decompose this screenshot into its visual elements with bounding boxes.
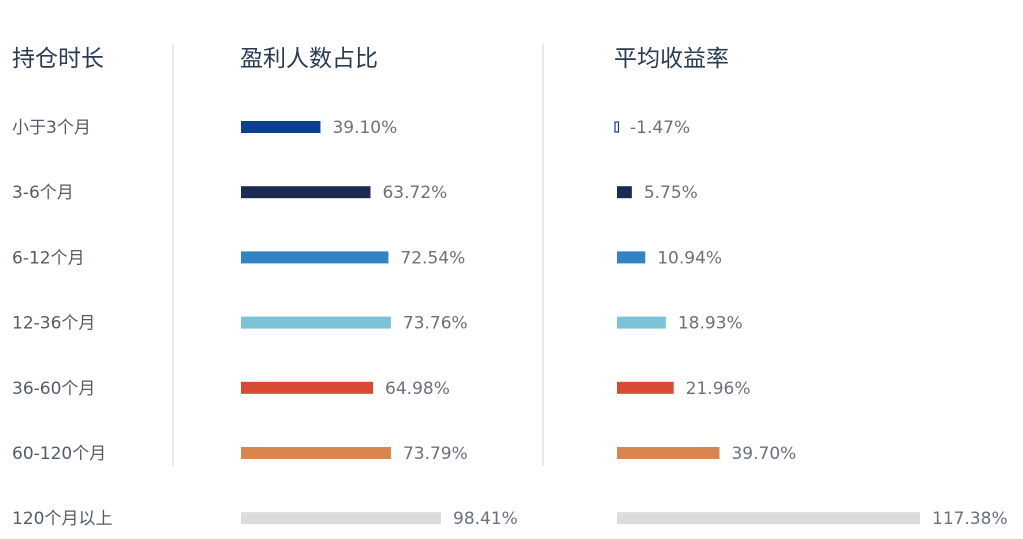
profit-ratio-label: 63.72%	[382, 183, 447, 203]
avg-return-label: 117.38%	[932, 509, 1008, 529]
avg-return-label: 18.93%	[678, 314, 743, 334]
avg-return-bar	[617, 512, 920, 525]
profit-ratio-bar	[241, 251, 389, 264]
avg-return-bar	[617, 251, 646, 264]
category-label: 60-120个月	[12, 444, 106, 464]
avg-return-bar	[614, 121, 620, 133]
avg-return-bar	[617, 381, 674, 394]
header-category: 持仓时长	[12, 46, 104, 72]
category-label: 120个月以上	[12, 509, 112, 529]
profit-ratio-bar	[241, 186, 371, 199]
category-label: 36-60个月	[12, 379, 95, 399]
profit-ratio-label: 64.98%	[385, 379, 450, 399]
profit-ratio-label: 73.79%	[403, 444, 468, 464]
avg-return-bar	[617, 447, 720, 459]
profit-ratio-label: 39.10%	[332, 118, 397, 138]
category-label: 小于3个月	[12, 118, 91, 138]
category-label: 3-6个月	[12, 183, 74, 203]
category-label: 12-36个月	[12, 314, 95, 334]
profit-ratio-bar	[241, 381, 374, 394]
avg-return-label: 10.94%	[657, 248, 722, 268]
profit-ratio-bar	[241, 447, 391, 459]
profit-ratio-bar	[241, 121, 321, 133]
avg-return-bar	[617, 186, 632, 199]
profit-ratio-label: 72.54%	[400, 248, 465, 268]
avg-return-label: -1.47%	[630, 118, 690, 138]
avg-return-label: 5.75%	[644, 183, 698, 203]
avg-return-bar	[617, 316, 666, 329]
profit-ratio-bar	[241, 316, 391, 329]
profit-ratio-label: 73.76%	[403, 314, 468, 334]
avg-return-label: 39.70%	[731, 444, 796, 464]
category-label: 6-12个月	[12, 248, 85, 268]
avg-return-label: 21.96%	[686, 379, 751, 399]
profit-ratio-bar	[241, 512, 441, 525]
header-avg-return: 平均收益率	[614, 46, 729, 72]
header-profit-ratio: 盈利人数占比	[240, 46, 378, 72]
profit-ratio-label: 98.41%	[453, 509, 518, 529]
